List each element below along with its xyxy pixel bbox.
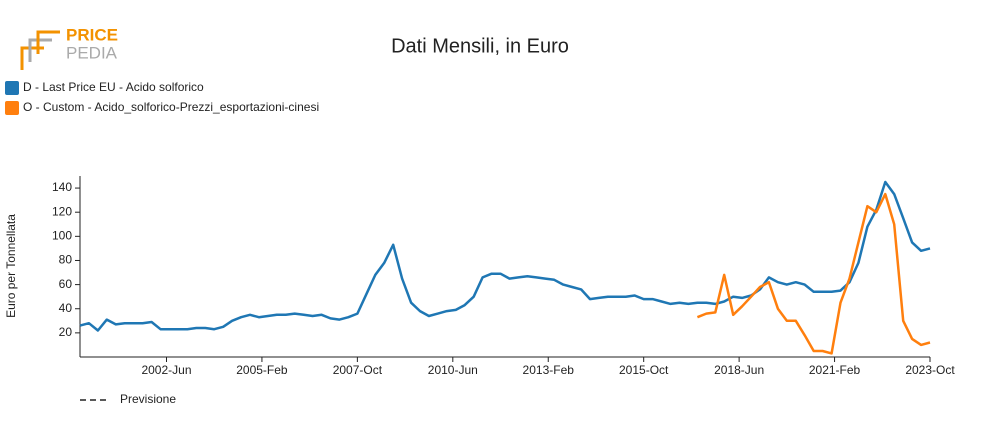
x-tick-label: 2007-Oct xyxy=(333,363,383,377)
series-line xyxy=(696,192,931,355)
y-tick-label: 60 xyxy=(59,277,73,291)
x-tick-label: 2002-Jun xyxy=(141,363,191,377)
chart-title: Dati Mensili, in Euro xyxy=(391,35,569,57)
logo-text: PRICE xyxy=(66,25,118,44)
logo-mark xyxy=(28,38,52,62)
x-tick-label: 2018-Jun xyxy=(714,363,764,377)
logo-mark xyxy=(20,46,44,70)
x-tick-label: 2013-Feb xyxy=(523,363,575,377)
y-tick-label: 140 xyxy=(52,180,72,194)
logo: PRICE PEDIA xyxy=(20,25,118,70)
y-tick-label: 20 xyxy=(59,325,73,339)
x-tick-label: 2021-Feb xyxy=(809,363,861,377)
x-tick-label: 2010-Jun xyxy=(428,363,478,377)
forecast-legend-label: Previsione xyxy=(120,392,176,406)
series-line xyxy=(79,180,931,332)
legend-swatch xyxy=(5,81,19,95)
x-tick-label: 2015-Oct xyxy=(619,363,669,377)
legend-swatch xyxy=(5,101,19,115)
legend-label: D - Last Price EU - Acido solforico xyxy=(23,80,204,94)
y-tick-label: 40 xyxy=(59,301,73,315)
y-axis-label: Euro per Tonnellata xyxy=(4,214,18,318)
x-tick-label: 2005-Feb xyxy=(236,363,288,377)
y-tick-label: 100 xyxy=(52,229,72,243)
y-tick-label: 80 xyxy=(59,253,73,267)
logo-text: PEDIA xyxy=(66,43,118,62)
y-tick-label: 120 xyxy=(52,204,72,218)
x-tick-label: 2023-Oct xyxy=(905,363,955,377)
legend-label: O - Custom - Acido_solforico-Prezzi_espo… xyxy=(23,100,319,114)
logo-mark xyxy=(36,30,60,54)
